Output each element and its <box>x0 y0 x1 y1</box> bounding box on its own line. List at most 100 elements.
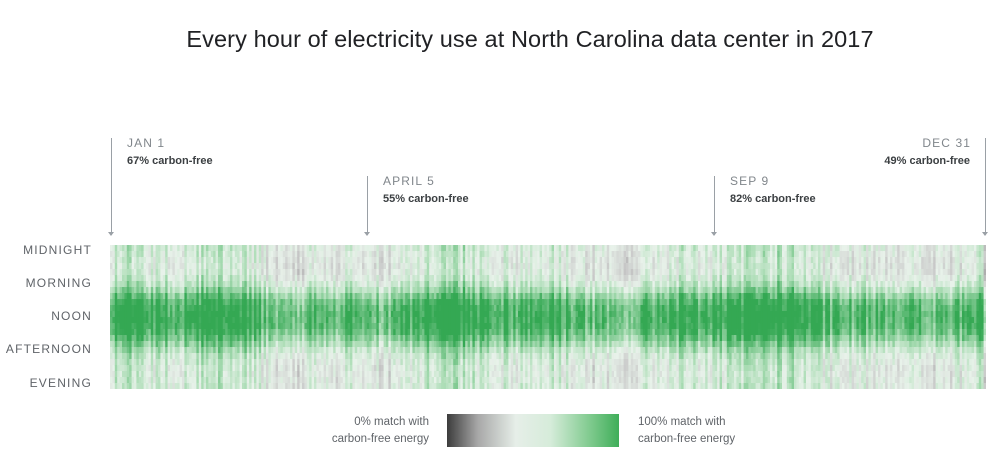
heatmap-cell <box>405 371 409 378</box>
heatmap-cell <box>155 329 159 336</box>
heatmap-cell <box>561 377 565 384</box>
heatmap-cell <box>270 371 274 378</box>
heatmap-cell <box>568 329 572 336</box>
heatmap-cell <box>136 251 140 258</box>
heatmap-cell <box>340 275 344 282</box>
heatmap-cell <box>496 311 500 318</box>
heatmap-cell <box>462 293 466 300</box>
heatmap-cell <box>266 299 269 306</box>
heatmap-cell <box>304 251 308 258</box>
heatmap-cell <box>249 311 253 318</box>
heatmap-cell <box>342 359 346 366</box>
heatmap-cell <box>544 293 548 300</box>
heatmap-cell <box>287 371 291 378</box>
heatmap-cell <box>258 359 262 366</box>
heatmap-cell <box>525 311 529 318</box>
heatmap-cell <box>441 311 445 318</box>
heatmap-cell <box>446 353 449 360</box>
heatmap-cell <box>326 347 329 354</box>
heatmap-cell <box>138 371 142 378</box>
heatmap-cell <box>323 251 327 258</box>
heatmap-cell <box>138 293 142 300</box>
heatmap-cell <box>522 329 526 336</box>
heatmap-cell <box>482 317 485 324</box>
heatmap-cell <box>434 383 437 389</box>
heatmap-cell <box>573 353 577 360</box>
heatmap-cell <box>328 293 332 300</box>
heatmap-cell <box>232 299 236 306</box>
heatmap-cell <box>465 269 469 276</box>
heatmap-cell <box>551 383 555 389</box>
heatmap-cell <box>146 299 149 306</box>
heatmap-cell <box>410 269 413 276</box>
heatmap-cell <box>450 245 454 252</box>
heatmap-cell <box>359 293 363 300</box>
heatmap-cell <box>126 329 130 336</box>
heatmap-cell <box>426 371 430 378</box>
heatmap-cell <box>441 275 445 282</box>
heatmap-cell <box>304 269 308 276</box>
heatmap-cell <box>124 377 128 384</box>
heatmap-cell <box>220 263 224 270</box>
heatmap-cell <box>503 305 507 312</box>
heatmap-cell <box>539 299 543 306</box>
heatmap-cell <box>587 299 591 306</box>
heatmap-cell <box>234 269 238 276</box>
heatmap-cell <box>242 299 245 306</box>
heatmap-cell <box>366 263 370 270</box>
heatmap-cell <box>285 275 289 282</box>
heatmap-cell <box>330 317 334 324</box>
heatmap-cell <box>294 263 298 270</box>
heatmap-cell <box>112 275 116 282</box>
heatmap-cell <box>126 353 130 360</box>
heatmap-cell <box>328 305 332 312</box>
heatmap-cell <box>405 317 409 324</box>
heatmap-cell <box>208 293 212 300</box>
heatmap-cell <box>335 311 339 318</box>
heatmap-cell <box>314 251 317 258</box>
heatmap-cell <box>558 305 562 312</box>
heatmap-cell <box>297 377 301 384</box>
heatmap-cell <box>426 383 430 389</box>
heatmap-cell <box>513 245 517 252</box>
heatmap-cell <box>314 377 317 384</box>
heatmap-cell <box>227 347 231 354</box>
heatmap-cell <box>150 341 154 348</box>
heatmap-cell <box>549 329 553 336</box>
heatmap-cell <box>179 377 183 384</box>
heatmap-cell <box>580 347 584 354</box>
heatmap-cell <box>258 299 262 306</box>
heatmap-cell <box>410 347 413 354</box>
heatmap-cell <box>302 269 305 276</box>
heatmap-cell <box>515 323 519 330</box>
heatmap-cell <box>302 347 305 354</box>
heatmap-cell <box>530 353 533 360</box>
heatmap-cell <box>167 299 171 306</box>
heatmap-cell <box>153 335 157 342</box>
heatmap-cell <box>400 317 404 324</box>
heatmap-cell <box>249 341 253 348</box>
heatmap-cell <box>494 341 497 348</box>
heatmap-cell <box>390 293 394 300</box>
heatmap-cell <box>330 329 334 336</box>
heatmap-cell <box>122 281 125 288</box>
heatmap-cell <box>278 353 281 360</box>
heatmap-cell <box>282 383 286 389</box>
heatmap-cell <box>501 263 505 270</box>
heatmap-cell <box>587 311 591 318</box>
heatmap-cell <box>350 251 353 258</box>
heatmap-cell <box>484 347 488 354</box>
heatmap-cell <box>218 293 221 300</box>
heatmap-cell <box>551 311 555 318</box>
heatmap-cell <box>290 329 293 336</box>
heatmap-cell <box>448 329 452 336</box>
heatmap-cell <box>460 359 464 366</box>
heatmap-cell <box>482 371 485 378</box>
heatmap-cell <box>172 269 176 276</box>
heatmap-cell <box>280 377 284 384</box>
heatmap-cell <box>114 341 118 348</box>
heatmap-cell <box>359 275 363 282</box>
heatmap-cell <box>513 335 517 342</box>
heatmap-cell <box>306 245 310 252</box>
heatmap-cell <box>230 359 233 366</box>
